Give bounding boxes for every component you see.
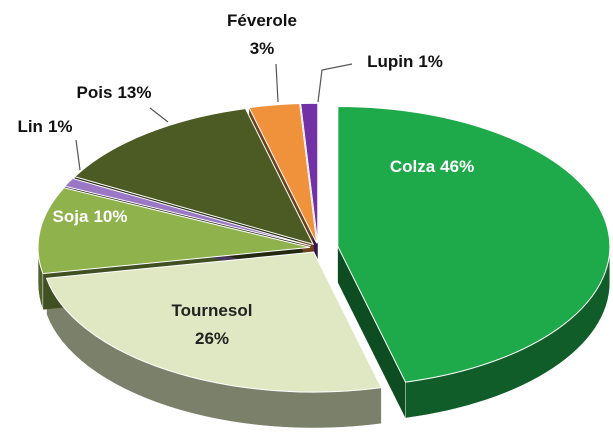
slice xyxy=(248,103,318,244)
category-label: Féverole xyxy=(227,11,297,30)
data-label: Colza 46% xyxy=(390,157,474,176)
category-label: Lupin xyxy=(367,52,413,71)
leader-line xyxy=(317,63,353,103)
slice xyxy=(37,187,311,275)
category-label: Pois xyxy=(77,83,113,102)
value-label: 3% xyxy=(250,39,275,58)
data-label: Lin 1% xyxy=(17,117,72,136)
category-label: Colza xyxy=(390,157,436,176)
data-label: Pois 13% xyxy=(77,83,152,102)
value-label: 26% xyxy=(195,329,229,348)
pie-tops xyxy=(37,102,611,393)
leader-line xyxy=(75,139,81,171)
slice xyxy=(300,102,319,244)
value-label: 1% xyxy=(48,117,73,136)
slice xyxy=(45,251,383,393)
leader-line xyxy=(149,107,169,123)
value-label: 1% xyxy=(418,52,443,71)
data-label: Féverole 3% xyxy=(227,11,297,58)
category-label: Lin xyxy=(17,117,43,136)
leader-line xyxy=(275,63,279,103)
data-label: Lupin 1% xyxy=(367,52,443,71)
slice xyxy=(63,177,312,247)
value-label: 13% xyxy=(117,83,151,102)
data-label: Tournesol 26% xyxy=(172,301,253,348)
value-label: 46% xyxy=(440,157,474,176)
labels: Colza 46%Tournesol 26%Soja 10%Lin 1%Pois 13%F… xyxy=(17,11,474,348)
slice xyxy=(73,108,315,245)
category-label: Soja xyxy=(53,207,89,226)
data-label: Soja 10% xyxy=(53,207,128,226)
category-label: Tournesol xyxy=(172,301,253,320)
value-label: 10% xyxy=(93,207,127,226)
slice xyxy=(337,105,611,383)
leader-lines xyxy=(75,63,353,171)
slice-face xyxy=(337,246,406,419)
